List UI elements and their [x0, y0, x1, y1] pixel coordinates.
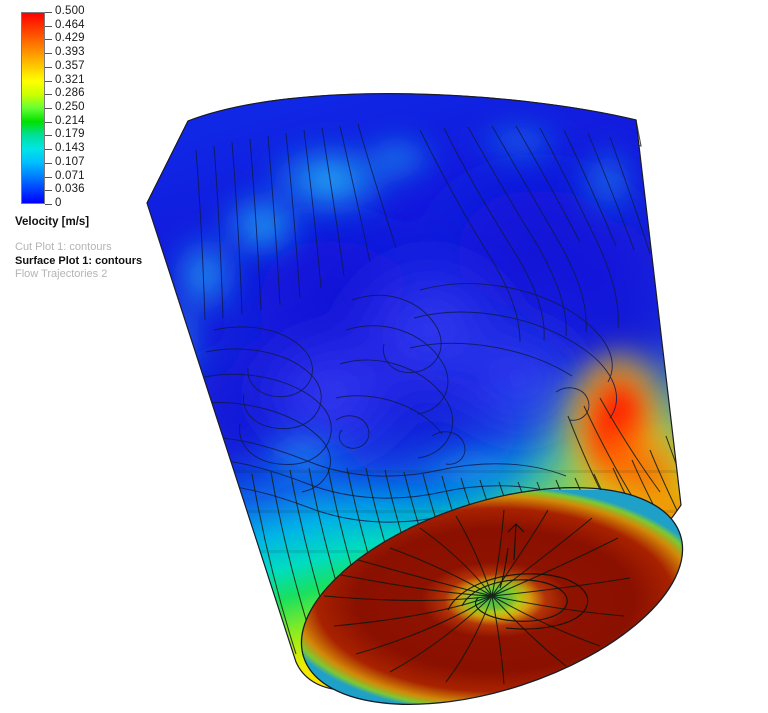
floor-streamlines — [323, 509, 631, 685]
cylinder-outline — [146, 93, 682, 692]
plot-item-cut-plot-1[interactable]: Cut Plot 1: contours — [15, 241, 112, 253]
colorbar-unit-label: Velocity [m/s] — [15, 216, 90, 228]
contour-banding — [147, 470, 681, 553]
colorbar-tick-label-4: 0.357 — [55, 59, 85, 72]
colorbar-tick-label-6: 0.286 — [55, 87, 85, 100]
velocity-legend: 0.500 0.464 0.429 0.393 0.357 0.321 0.286 0.250… — [0, 0, 170, 300]
floor-shaft-marker — [507, 523, 525, 561]
plot-item-flow-trajectories-2[interactable]: Flow Trajectories 2 — [15, 268, 108, 280]
colorbar-tick-9 — [45, 135, 52, 137]
colorbar-gradient — [21, 12, 45, 204]
colorbar-tick-label-12: 0.071 — [55, 169, 85, 182]
colorbar-tick-0 — [45, 12, 52, 13]
colorbar-tick-label-0: 0.500 — [55, 5, 85, 17]
colorbar-tick-5 — [45, 80, 52, 82]
colorbar-tick-13 — [45, 190, 52, 192]
plot-item-surface-plot-1[interactable]: Surface Plot 1: contours — [15, 254, 143, 267]
colorbar[interactable] — [21, 12, 45, 204]
plot-feature-list: Cut Plot 1: contours Surface Plot 1: con… — [15, 241, 142, 282]
colorbar-tick-12 — [45, 176, 52, 178]
colorbar-tick-11 — [45, 162, 52, 164]
colorbar-tick-3 — [45, 53, 52, 55]
colorbar-tick-1 — [45, 25, 52, 27]
colorbar-tick-14 — [45, 204, 52, 205]
streamlines-lower — [213, 397, 681, 657]
colorbar-tick-label-11: 0.107 — [55, 155, 85, 168]
colorbar-tick-label-1: 0.464 — [55, 18, 85, 31]
colorbar-tick-4 — [45, 66, 52, 68]
colorbar-tick-label-9: 0.179 — [55, 128, 85, 141]
streamlines-upper — [167, 123, 651, 523]
vessel-floor-disc — [280, 487, 710, 710]
colorbar-tick-8 — [45, 121, 52, 123]
colorbar-tick-labels: 0.500 0.464 0.429 0.393 0.357 0.321 0.286 0.250… — [55, 5, 115, 209]
colorbar-tick-7 — [45, 108, 52, 109]
colorbar-tick-label-2: 0.429 — [55, 32, 85, 45]
colorbar-tick-label-10: 0.143 — [55, 142, 85, 155]
cylinder-wall-contours — [147, 93, 681, 692]
colorbar-ticks — [45, 12, 53, 205]
colorbar-tick-label-14: 0 — [55, 197, 62, 209]
colorbar-tick-label-7: 0.250 — [55, 101, 85, 113]
colorbar-tick-10 — [45, 149, 52, 151]
colorbar-tick-label-13: 0.036 — [55, 183, 85, 196]
colorbar-tick-label-3: 0.393 — [55, 46, 85, 59]
colorbar-tick-2 — [45, 39, 52, 41]
colorbar-tick-label-8: 0.214 — [55, 114, 85, 127]
floor-vortex-spiral — [447, 547, 589, 630]
colorbar-tick-6 — [45, 94, 52, 96]
colorbar-tick-label-5: 0.321 — [55, 73, 85, 86]
cylinder-top-rim — [146, 93, 642, 204]
